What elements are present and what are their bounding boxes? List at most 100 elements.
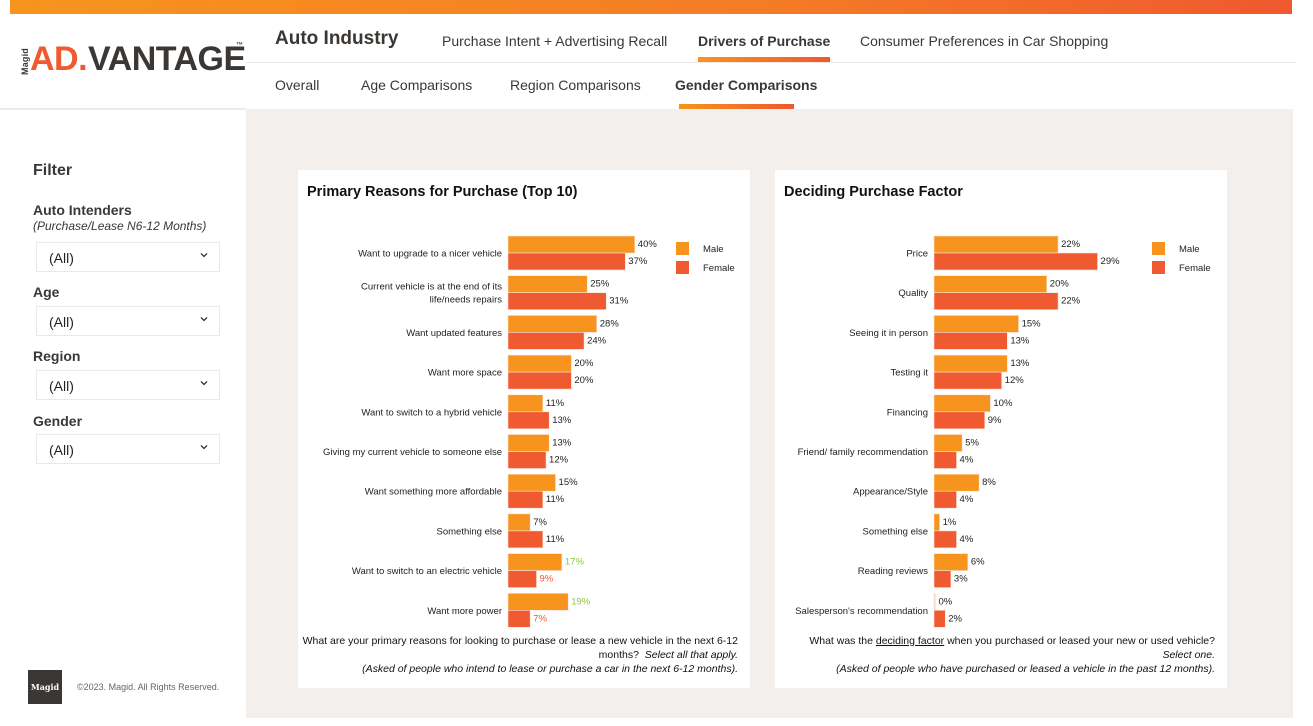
category-label: Quality (898, 288, 928, 299)
data-label: 24% (587, 335, 607, 346)
category-label: Want to upgrade to a nicer vehicle (358, 249, 502, 260)
female-bar (933, 292, 1059, 310)
data-label: 13% (1010, 358, 1030, 369)
note-question: What are your primary reasons for lookin… (302, 635, 738, 661)
male-bar (933, 592, 936, 611)
data-label: 3% (954, 574, 968, 585)
female-bar (933, 451, 957, 469)
female-bar (507, 332, 585, 350)
legend-label-female: Female (1179, 263, 1211, 274)
data-label: 8% (982, 477, 996, 488)
bar-group: Friend/ family recommendation 5% 4% (798, 434, 979, 469)
advantage-logo: Magid AD. VANTAGE ™ (20, 40, 246, 80)
bar-group: Giving my current vehicle to someone els… (323, 434, 572, 469)
deciding-factor-chart-panel: Deciding Purchase Factor Price 22% 29% Qual… (775, 170, 1227, 688)
data-label: 28% (600, 318, 620, 329)
age-dropdown[interactable]: (All) (36, 306, 220, 336)
data-label: 11% (546, 494, 565, 505)
category-label: Financing (887, 407, 928, 418)
male-bar (507, 235, 636, 254)
legend-swatch-female (676, 261, 689, 274)
category-label: Salesperson's recommendation (795, 606, 928, 617)
male-bar (507, 473, 556, 492)
subtab-region-comparisons[interactable]: Region Comparisons (510, 77, 641, 93)
data-label: 0% (939, 596, 953, 607)
dropdown-value: (All) (49, 250, 74, 266)
note-instruction: Select all that apply. (644, 649, 738, 661)
nav-divider (246, 62, 1296, 63)
male-bar (933, 473, 980, 492)
data-label: 4% (960, 534, 974, 545)
female-bar (507, 451, 547, 469)
bar-group: Want more space 20% 20% (428, 354, 594, 390)
region-dropdown[interactable]: (All) (36, 370, 220, 400)
female-bar (933, 252, 1098, 271)
male-bar (933, 235, 1059, 254)
category-label: Friend/ family recommendation (798, 447, 928, 458)
male-bar (507, 592, 569, 611)
male-bar (933, 513, 940, 532)
data-label: 25% (590, 279, 610, 290)
data-label: 10% (993, 398, 1013, 409)
female-bar (933, 371, 1002, 390)
section-title: Auto Industry (275, 28, 399, 49)
bar-group: Want to switch to an electric vehicle 17%… (352, 553, 585, 588)
bar-group: Current vehicle is at the end of its life… (361, 275, 629, 310)
male-bar (933, 553, 969, 571)
data-label: 13% (552, 438, 572, 449)
bar-group: Seeing it in person 15% 13% (849, 315, 1041, 350)
subtab-gender-comparisons[interactable]: Gender Comparisons (675, 77, 818, 93)
tab-purchase-intent[interactable]: Purchase Intent + Advertising Recall (442, 33, 668, 49)
note-base: (Asked of people who intend to lease or … (362, 663, 738, 675)
male-bar (507, 553, 563, 571)
data-label: 29% (1101, 256, 1121, 267)
female-bar (507, 490, 544, 509)
bar-group: Want more power 19% 7% (427, 592, 591, 628)
auto-intenders-dropdown[interactable]: (All) (36, 242, 220, 272)
subtab-age-comparisons[interactable]: Age Comparisons (361, 77, 473, 93)
data-label: 31% (609, 296, 629, 307)
category-label: Want updated features (406, 328, 502, 339)
female-bar (933, 411, 986, 430)
gender-dropdown[interactable]: (All) (36, 434, 220, 464)
primary-reasons-bar-chart: Want to upgrade to a nicer vehicle 40% 37%… (323, 235, 735, 628)
bar-group: Want something more affordable 15% 11% (365, 473, 578, 509)
female-bar (933, 332, 1008, 350)
data-label: 12% (549, 455, 569, 466)
filter-label-auto-intenders: Auto Intenders (33, 202, 132, 218)
category-label: Want to switch to an electric vehicle (352, 566, 502, 577)
category-label: Reading reviews (858, 566, 928, 577)
data-label: 22% (1061, 296, 1081, 307)
male-bar (933, 394, 991, 413)
data-label: 17% (565, 557, 585, 568)
male-bar (933, 315, 1019, 333)
male-bar (933, 434, 963, 452)
bar-group: Testing it 13% 12% (891, 354, 1030, 390)
male-bar (507, 354, 572, 373)
data-label: 1% (943, 517, 957, 528)
female-bar (507, 252, 626, 271)
primary-reasons-chart-panel: Primary Reasons for Purchase (Top 10) Wa… (298, 170, 750, 688)
female-bar (933, 609, 946, 628)
chart-title: Primary Reasons for Purchase (Top 10) (307, 184, 578, 200)
data-label: 20% (574, 375, 594, 386)
data-label: 11% (546, 534, 565, 545)
data-label: 12% (1005, 375, 1025, 386)
female-bar (507, 570, 537, 588)
tab-consumer-preferences[interactable]: Consumer Preferences in Car Shopping (860, 33, 1109, 49)
male-bar (933, 354, 1008, 373)
male-bar (507, 394, 544, 413)
header-divider (0, 108, 246, 110)
male-bar (507, 315, 598, 333)
data-label: 19% (571, 596, 591, 607)
dropdown-value: (All) (49, 442, 74, 458)
male-bar (507, 434, 550, 452)
dropdown-value: (All) (49, 314, 74, 330)
bar-group: Appearance/Style 8% 4% (853, 473, 996, 509)
subtab-overall[interactable]: Overall (275, 77, 320, 93)
female-bar (507, 530, 544, 549)
logo-magid-text: Magid (20, 48, 30, 75)
deciding-factor-bar-chart: Price 22% 29% Quality 20% 22% Seeing it in per… (795, 235, 1211, 628)
legend-swatch-male (676, 242, 689, 255)
tab-drivers-of-purchase[interactable]: Drivers of Purchase (698, 33, 831, 49)
